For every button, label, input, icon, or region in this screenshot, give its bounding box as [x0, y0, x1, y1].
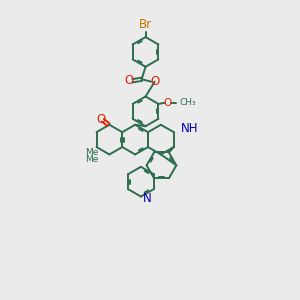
Text: Br: Br — [139, 17, 152, 31]
Text: Me: Me — [85, 148, 99, 157]
Text: NH: NH — [181, 122, 198, 135]
Text: CH₃: CH₃ — [180, 98, 196, 107]
Text: O: O — [164, 98, 172, 108]
Text: O: O — [150, 75, 159, 88]
Text: N: N — [143, 192, 152, 206]
Text: O: O — [124, 74, 133, 87]
Text: O: O — [97, 113, 106, 126]
Text: Me: Me — [85, 155, 99, 164]
